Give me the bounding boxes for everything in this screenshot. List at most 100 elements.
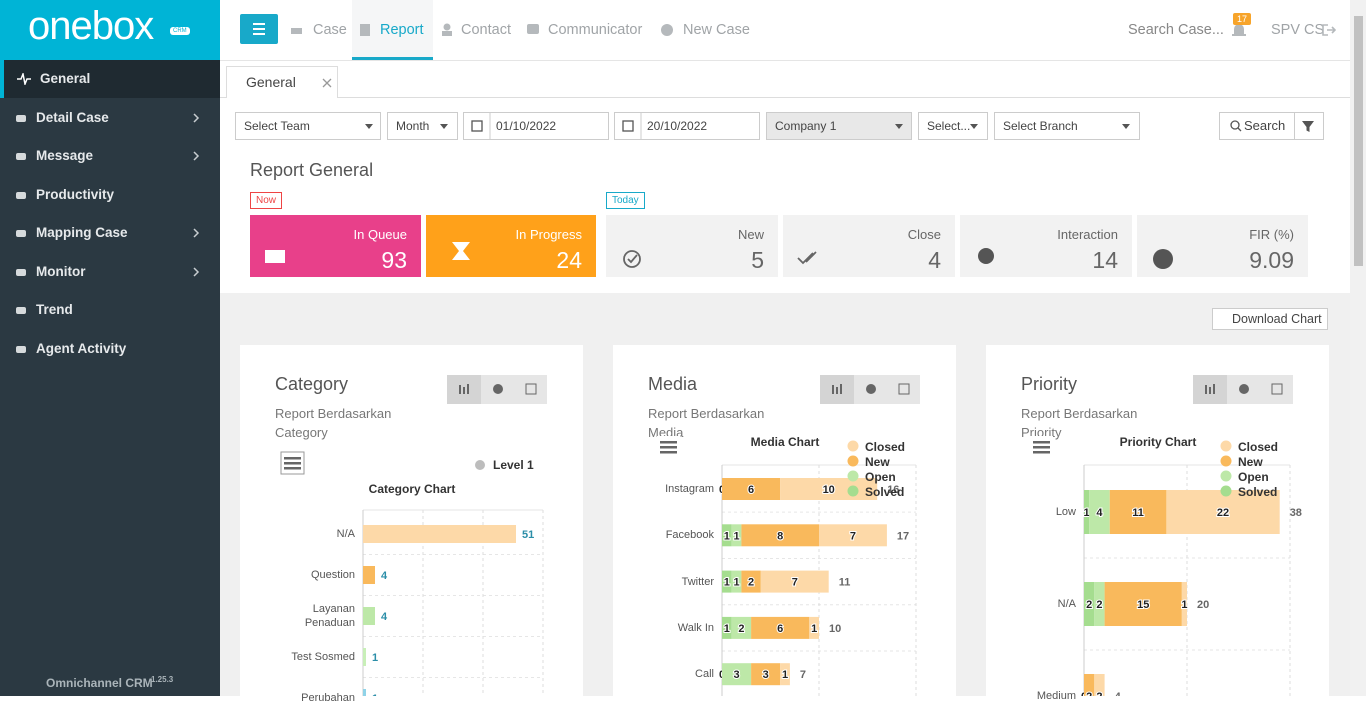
nav-item[interactable]: Report	[380, 22, 424, 38]
hamburger-button[interactable]	[240, 14, 278, 44]
nav-item[interactable]: New Case	[683, 22, 750, 38]
sidebar	[0, 0, 220, 696]
close-icon[interactable]	[322, 78, 332, 88]
value-label: 7	[850, 530, 856, 542]
notification-badge: 17	[1233, 13, 1252, 25]
card-label: New	[737, 227, 764, 242]
topbar	[220, 0, 1350, 61]
value-label: 2	[1086, 599, 1092, 611]
select-team[interactable]: Select Team	[235, 112, 381, 140]
card: Close 4	[783, 215, 955, 277]
legend-label: Open	[865, 470, 896, 484]
search-case[interactable]: Search Case...	[1128, 22, 1224, 38]
value-label: 22	[1217, 507, 1229, 519]
menu-item[interactable]: Detail Case	[0, 99, 220, 137]
value-label: 3	[733, 669, 739, 681]
menu-item[interactable]: Agent Activity	[0, 330, 220, 368]
value-label: 51	[522, 529, 534, 541]
menu-item[interactable]: Mapping Case	[0, 214, 220, 252]
logo-badge: CRM	[170, 27, 190, 35]
icon	[16, 153, 26, 160]
nav-icons	[291, 23, 673, 36]
footer: Omnichannel CRM	[46, 676, 153, 690]
menu-item[interactable]: Trend	[0, 291, 220, 329]
card-value: 9.09	[1249, 247, 1294, 273]
chart-toggle[interactable]	[1193, 375, 1293, 404]
badge-today: Today	[606, 192, 645, 209]
legend-label: Solved	[1238, 485, 1277, 499]
card-label: In Progress	[515, 227, 582, 242]
value-label: 6	[777, 623, 783, 635]
nav-item[interactable]: Communicator	[548, 22, 643, 38]
y-tick-label: Medium	[1036, 690, 1076, 702]
value-label: 1	[724, 577, 730, 589]
total-label: 4	[1115, 691, 1122, 696]
chart-toggle[interactable]	[447, 375, 547, 404]
menu-label: Trend	[36, 302, 73, 317]
card: In Progress 24	[426, 215, 596, 277]
menu-item[interactable]: Productivity	[0, 176, 220, 214]
icon	[16, 268, 26, 276]
menu-icon-line	[660, 446, 677, 449]
logo[interactable]: onebox	[28, 4, 154, 48]
bar-segment	[722, 570, 732, 593]
bar-segment	[751, 663, 781, 686]
select-branch[interactable]: Select Branch	[994, 112, 1140, 140]
value-label: 1	[724, 623, 730, 635]
value-label: 2	[738, 623, 744, 635]
menu-item[interactable]: Monitor	[0, 253, 220, 291]
icon	[16, 114, 26, 122]
value-label: 4	[381, 611, 388, 623]
legend-label: Closed	[1238, 440, 1278, 454]
value-label: 10	[823, 484, 835, 496]
date-from[interactable]: 01/10/2022	[463, 112, 609, 140]
bar-segment	[1094, 674, 1105, 696]
menu-item-active[interactable]: General	[0, 60, 220, 98]
date-to[interactable]: 20/10/2022	[614, 112, 760, 140]
logout-icon[interactable]	[1322, 24, 1336, 36]
chevron	[193, 151, 200, 161]
chart-title: Category Chart	[369, 482, 456, 496]
menu-label: Detail Case	[36, 109, 109, 125]
value-label: 1	[733, 577, 739, 589]
user-name[interactable]: SPV CS	[1271, 22, 1325, 38]
logo-area: onebox CRM	[0, 0, 220, 60]
bar-segment	[722, 478, 781, 500]
nav-item[interactable]: Contact	[461, 22, 511, 38]
download-button[interactable]: Download Chart	[1212, 308, 1328, 330]
card-label: FIR (%)	[1249, 227, 1294, 242]
bell-icon[interactable]	[1231, 22, 1247, 38]
value-label: 3	[763, 669, 769, 681]
icon	[16, 345, 26, 353]
panel-subtitle: Report Berdasarkan Media	[648, 406, 765, 440]
nav-item[interactable]: Case	[313, 22, 347, 38]
chart-toggle[interactable]	[820, 375, 920, 404]
tab[interactable]: General	[226, 66, 338, 98]
panel-title: Media	[648, 374, 698, 394]
total-label: 7	[800, 669, 806, 681]
bar-segment	[809, 616, 819, 639]
total-label: 17	[897, 530, 909, 542]
report-title: Report General	[250, 160, 374, 180]
legend-label: Open	[1238, 470, 1269, 484]
scrollbar[interactable]	[1350, 0, 1366, 696]
y-tick-label: N/A	[336, 528, 355, 540]
bar-segment	[1094, 582, 1105, 626]
bar-segment	[1084, 674, 1095, 696]
menu-label: Mapping Case	[36, 225, 128, 240]
card-value: 5	[751, 247, 764, 273]
version: 1.25.3	[151, 675, 174, 684]
select-company[interactable]: Company 1	[766, 112, 912, 140]
value-label: 11	[1132, 507, 1144, 519]
bar-segment	[1109, 490, 1167, 534]
y-tick-label: Walk In	[677, 621, 714, 634]
y-tick-label: Perubahan	[301, 692, 355, 704]
menu-item[interactable]: Message	[0, 137, 220, 175]
card: In Queue 93	[250, 215, 421, 277]
bar-segment	[741, 570, 761, 593]
bar	[363, 689, 366, 696]
value-label: 6	[748, 484, 754, 496]
menu-label: Message	[36, 148, 94, 163]
chevron	[193, 228, 200, 238]
filter-icons	[365, 112, 1314, 140]
